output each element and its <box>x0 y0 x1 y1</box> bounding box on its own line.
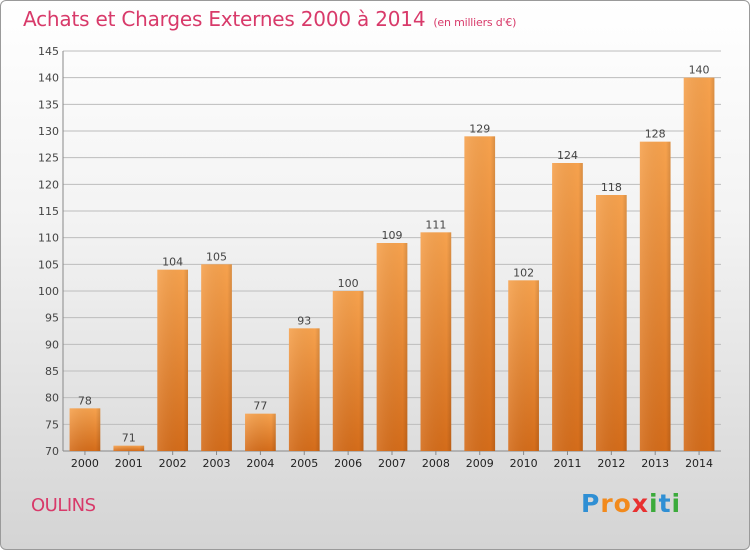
y-tick-label: 130 <box>38 125 59 138</box>
logo-letter: r <box>600 489 614 518</box>
bar-shading <box>245 413 276 451</box>
x-tick-label: 2013 <box>641 457 669 470</box>
bar-shading <box>288 328 320 451</box>
commune-name: OULINS <box>31 495 96 516</box>
proxiti-logo: Proxiti <box>581 489 681 518</box>
x-tick-label: 2014 <box>685 457 713 470</box>
chart-title: Achats et Charges Externes 2000 à 2014 (e… <box>23 7 516 31</box>
axes: 70 75 80 85 90 95 100 105 110 115 120 125 130 135 140 1… <box>38 45 721 470</box>
bar-shading <box>201 264 232 451</box>
y-tick-label: 135 <box>38 98 59 111</box>
bar-shading <box>464 136 496 452</box>
bar-shading <box>332 291 364 451</box>
x-tick-label: 2001 <box>115 457 143 470</box>
bar-value-label: 111 <box>425 218 446 231</box>
bars <box>69 77 715 452</box>
bar-value-label: 105 <box>206 250 227 263</box>
bar-value-label: 93 <box>297 314 311 327</box>
y-tick-label: 100 <box>38 285 59 298</box>
y-tick-label: 70 <box>45 445 59 458</box>
bar-shading <box>683 77 715 452</box>
y-tick-label: 115 <box>38 205 59 218</box>
y-tick-label: 95 <box>45 312 59 325</box>
x-tick-label: 2004 <box>246 457 274 470</box>
x-tick-label: 2012 <box>597 457 625 470</box>
bar-value-label: 102 <box>513 266 534 279</box>
bar-shading <box>639 141 671 451</box>
chart-unit: (en milliers d'€) <box>433 16 517 29</box>
y-tick-label: 90 <box>45 338 59 351</box>
bar-shading <box>508 280 539 451</box>
bar-value-label: 71 <box>122 432 136 445</box>
bar-value-label: 77 <box>253 400 267 413</box>
bar-shading <box>157 269 189 451</box>
y-tick-label: 75 <box>45 418 59 431</box>
bar-shading <box>552 163 583 451</box>
logo-letter: i <box>649 489 659 518</box>
bar-value-label: 140 <box>689 64 710 77</box>
logo-letter: x <box>631 489 649 518</box>
y-tick-label: 105 <box>38 258 59 271</box>
x-tick-label: 2009 <box>466 457 494 470</box>
y-tick-label: 110 <box>38 232 59 245</box>
x-tick-label: 2011 <box>553 457 581 470</box>
bar-value-label: 100 <box>338 277 359 290</box>
x-tick-label: 2000 <box>71 457 99 470</box>
bar-value-label: 128 <box>645 128 666 141</box>
x-tick-label: 2007 <box>378 457 406 470</box>
bar-value-label: 78 <box>78 394 92 407</box>
y-tick-label: 140 <box>38 72 59 85</box>
logo-letter: t <box>658 489 672 518</box>
x-tick-label: 2005 <box>290 457 318 470</box>
bar-value-label: 129 <box>469 122 490 135</box>
x-tick-label: 2010 <box>510 457 538 470</box>
y-tick-label: 85 <box>45 365 59 378</box>
x-tick-label: 2008 <box>422 457 450 470</box>
bar-shading <box>420 232 452 451</box>
bar-value-label: 104 <box>162 256 183 269</box>
bar-value-label: 124 <box>557 149 578 162</box>
bar-shading <box>69 408 101 451</box>
logo-letter: i <box>671 489 682 518</box>
chart-title-text: Achats et Charges Externes 2000 à 2014 <box>23 7 426 31</box>
x-tick-label: 2003 <box>203 457 231 470</box>
logo-letter: o <box>613 489 632 518</box>
y-tick-label: 125 <box>38 152 59 165</box>
bar-shading <box>376 243 408 451</box>
x-tick-label: 2002 <box>159 457 187 470</box>
bar-value-label: 109 <box>382 229 403 242</box>
logo-letter: P <box>581 489 601 518</box>
y-tick-label: 80 <box>45 392 59 405</box>
y-tick-label: 120 <box>38 178 59 191</box>
value-labels: 78 71 104 105 77 93 100 109 111 129 102 124 118 128 14… <box>78 64 710 445</box>
y-tick-label: 145 <box>38 45 59 58</box>
bar-shading <box>595 195 627 451</box>
bar-value-label: 118 <box>601 181 622 194</box>
x-tick-label: 2006 <box>334 457 362 470</box>
bar-shading <box>113 445 145 451</box>
